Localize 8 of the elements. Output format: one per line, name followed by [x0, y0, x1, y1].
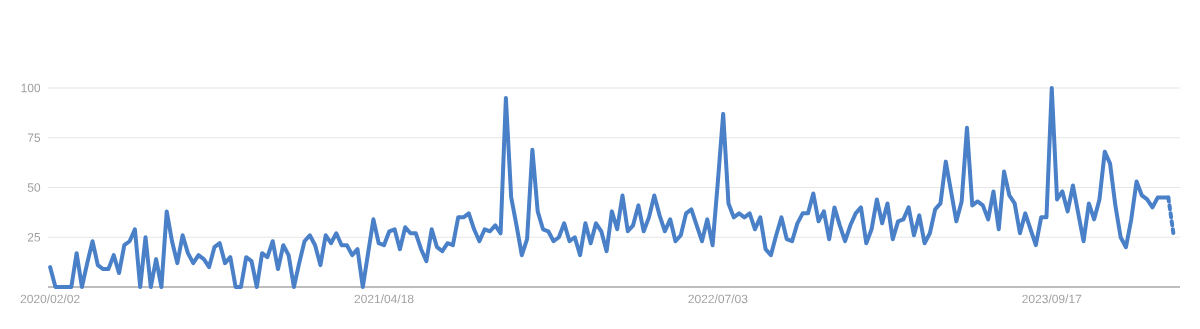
- x-tick-label: 2020/02/02: [20, 294, 80, 304]
- x-tick-label: 2023/09/17: [1022, 294, 1082, 304]
- x-tick-label: 2022/07/03: [688, 294, 748, 304]
- x-tick-label: 2021/04/18: [354, 294, 414, 304]
- y-tick-label: 75: [27, 133, 41, 142]
- y-tick-label: 100: [21, 83, 41, 93]
- y-tick-label: 50: [27, 183, 41, 192]
- y-tick-label: 25: [27, 233, 41, 242]
